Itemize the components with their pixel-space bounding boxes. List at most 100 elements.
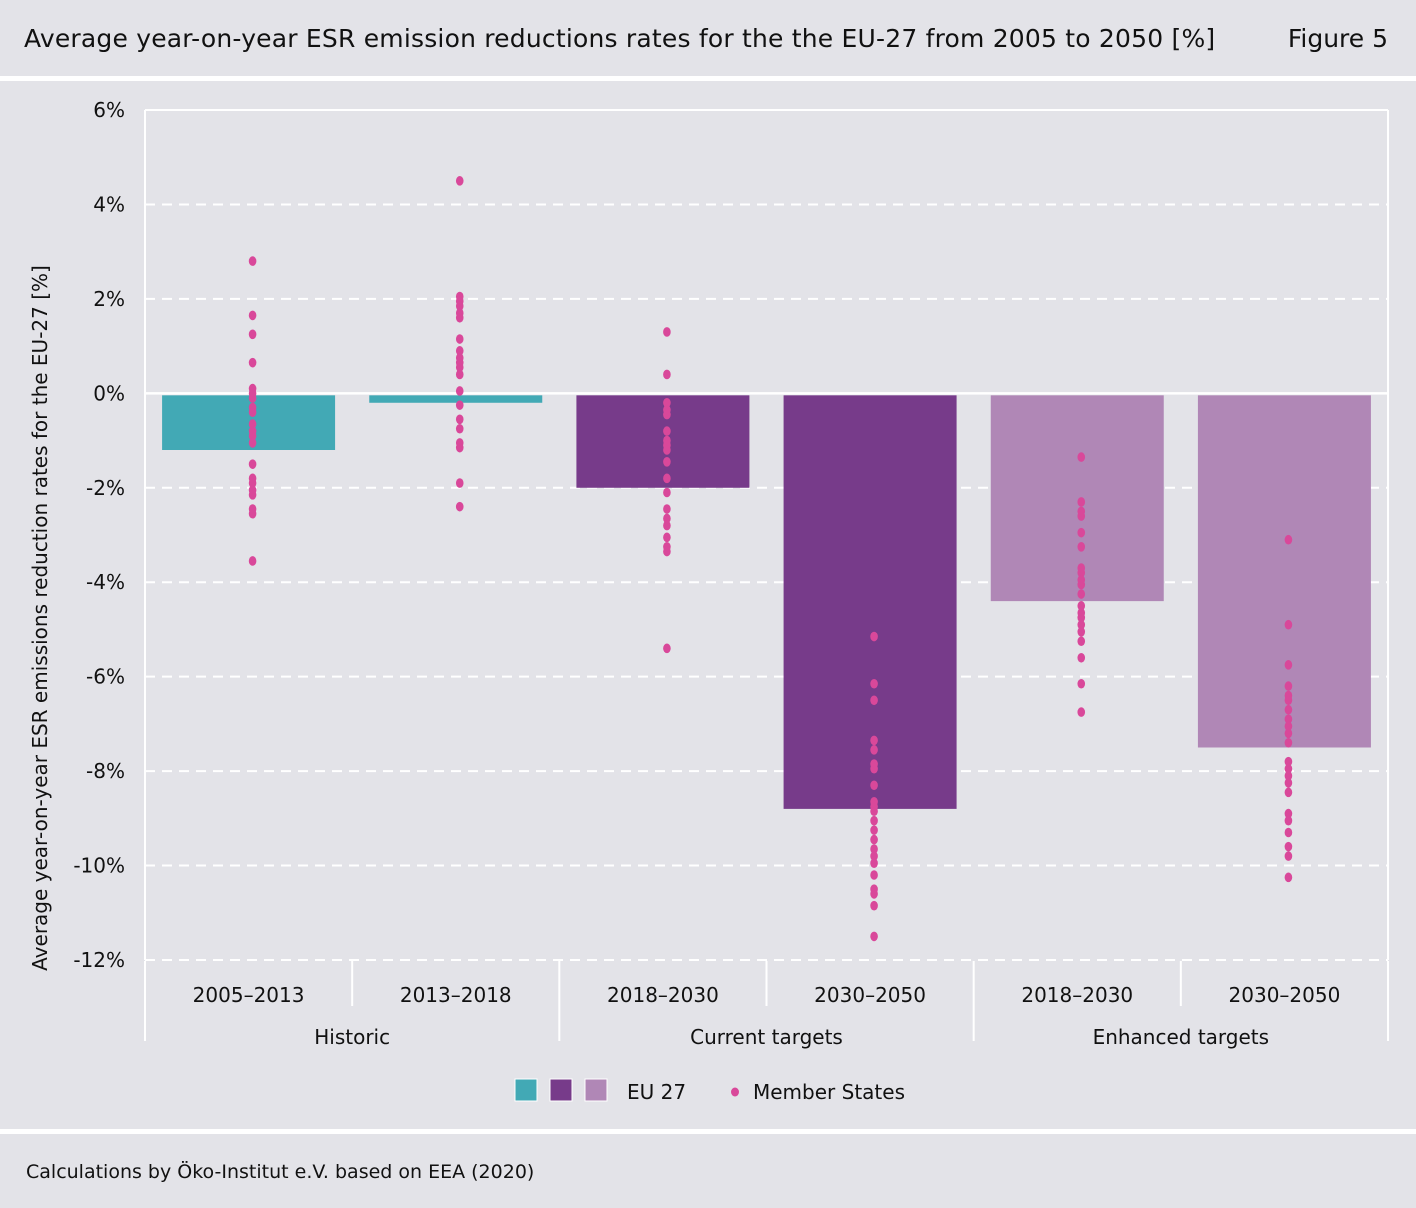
bar [162,395,336,450]
group-label: Historic [314,1025,390,1049]
group-label: Enhanced targets [1093,1025,1270,1049]
member-state-point [455,334,464,344]
member-state-point [248,407,257,418]
bar [990,395,1164,602]
member-state-point [1077,707,1086,717]
member-state-point [870,931,878,942]
member-state-point [455,442,464,453]
member-state-point [455,501,464,512]
member-state-point [455,176,464,186]
member-state-point [663,457,671,467]
y-tick-label: -6% [86,665,125,689]
member-state-point [1077,627,1086,637]
member-state-point [1284,815,1293,826]
legend-label-eu: EU 27 [627,1080,686,1104]
member-state-point [1284,756,1293,767]
member-state-point [870,678,878,689]
member-state-point [455,346,464,356]
x-tick-label: 2005–2013 [193,983,305,1007]
y-tick-label: -10% [73,854,125,878]
y-tick-label: -8% [86,759,125,783]
y-tick-label: -12% [73,948,125,972]
legend-swatch-enhanced [584,1078,608,1102]
bar [369,395,543,403]
y-axis-label: Average year-on-year ESR emissions reduc… [28,265,52,971]
member-state-point [248,508,257,519]
member-state-point [663,327,671,337]
header: Average year-on-year ESR emission reduct… [0,0,1416,81]
bar-layer [162,395,1371,809]
member-state-point [870,900,878,911]
member-state-point [1077,601,1086,611]
member-state-point [1284,763,1293,774]
member-state-point [870,735,878,746]
member-state-point [248,459,257,469]
x-tick-label: 2018–2030 [607,983,719,1007]
member-state-point [663,487,671,498]
x-tick-label: 2018–2030 [1021,983,1133,1007]
chart-area: 6% 4% 2% 0% -2% -4% -6% -8% -10% -12% 2005–2013 201… [0,81,1416,1129]
member-state-point [1284,808,1293,819]
member-state-point [1077,567,1086,578]
member-state-point [870,834,878,845]
y-tick-label: 6% [93,98,125,122]
member-state-point [455,478,464,488]
member-state-point [870,695,878,706]
member-state-point [248,438,257,448]
y-tick-label: -4% [86,570,125,594]
dot-layer [248,176,1293,942]
member-state-point [663,445,671,455]
member-state-point [455,369,464,380]
member-state-point [248,310,257,321]
member-state-point [248,478,257,488]
member-state-point [1077,636,1086,647]
member-state-point [1077,619,1086,630]
member-state-point [248,329,257,340]
legend-label-member-states: Member States [753,1080,905,1104]
member-state-point [1077,527,1086,538]
member-state-point [1284,728,1293,739]
member-state-point [1284,787,1293,798]
chart-svg: 6% 4% 2% 0% -2% -4% -6% -8% -10% -12% 2005–2013 201… [28,98,1389,1104]
member-state-point [455,362,464,373]
member-state-point [1284,721,1293,732]
member-state-point [663,504,671,514]
legend-marker-member-states [731,1087,739,1097]
figure-label: Figure 5 [1287,24,1388,53]
legend: EU 27 Member States [514,1078,905,1104]
member-state-point [870,870,878,880]
member-state-point [1284,695,1293,706]
legend-swatch-current [549,1078,573,1102]
member-state-point [663,513,671,524]
member-state-point [1284,660,1293,670]
member-state-point [1284,771,1293,781]
member-state-point [870,815,878,826]
member-state-point [1284,851,1293,861]
member-state-point [870,631,878,642]
member-state-point [1284,872,1293,883]
member-state-point [455,400,464,410]
member-state-point [248,490,257,500]
member-state-point [1077,579,1086,590]
member-state-point [248,556,257,566]
member-state-point [663,409,671,420]
member-state-point [870,806,878,817]
member-state-point [663,643,671,654]
member-state-point [455,301,464,311]
member-state-point [1284,778,1293,788]
member-state-point [663,369,671,380]
grid-layer [144,109,1389,961]
page-title: Average year-on-year ESR emission reduct… [24,24,1216,53]
member-state-point [1284,681,1293,691]
member-state-point [870,763,878,774]
member-state-point [1077,542,1086,552]
member-state-point [1284,619,1293,630]
group-label: Current targets [690,1025,843,1049]
member-state-point [248,431,257,441]
x-tick-label: 2030–2050 [814,983,926,1007]
y-tick-label: 4% [93,192,125,216]
member-state-point [1077,589,1086,599]
member-state-point [1077,497,1086,507]
member-state-point [1077,678,1086,689]
member-state-point [1284,534,1293,545]
